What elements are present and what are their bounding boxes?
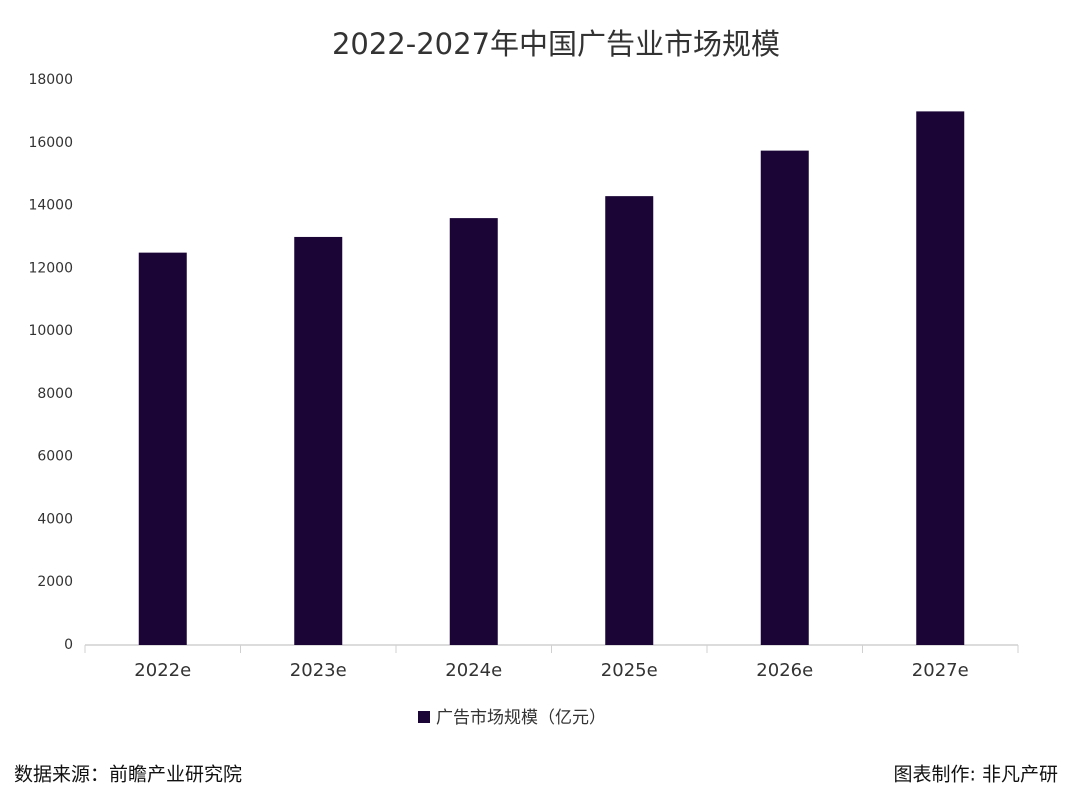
source-note: 数据来源：前瞻产业研究院 — [14, 764, 242, 786]
y-tick-label: 18000 — [28, 72, 73, 88]
bar — [449, 218, 498, 645]
y-tick-label: 4000 — [37, 511, 73, 527]
x-tick-label: 2027e — [912, 660, 969, 681]
bar — [916, 111, 965, 645]
y-tick-label: 14000 — [28, 198, 73, 214]
chart-title: 2022-2027年中国广告业市场规模 — [332, 27, 780, 61]
x-tick-label: 2024e — [445, 660, 502, 681]
bar — [294, 236, 343, 645]
y-tick-label: 8000 — [37, 386, 73, 402]
y-tick-label: 10000 — [28, 323, 73, 339]
bar — [138, 252, 187, 645]
legend-swatch — [418, 711, 430, 723]
x-tick-label: 2023e — [290, 660, 347, 681]
x-tick-label: 2022e — [134, 660, 191, 681]
bar — [760, 150, 809, 645]
x-tick-label: 2025e — [601, 660, 658, 681]
y-tick-label: 0 — [64, 637, 73, 653]
x-tick-label: 2026e — [756, 660, 813, 681]
credit-note: 图表制作: 非凡产研 — [894, 764, 1058, 786]
y-tick-label: 12000 — [28, 260, 73, 276]
legend-label: 广告市场规模（亿元） — [436, 708, 606, 728]
y-tick-label: 16000 — [28, 135, 73, 151]
bar — [605, 196, 654, 645]
y-tick-label: 6000 — [37, 449, 73, 465]
y-tick-label: 2000 — [37, 574, 73, 590]
